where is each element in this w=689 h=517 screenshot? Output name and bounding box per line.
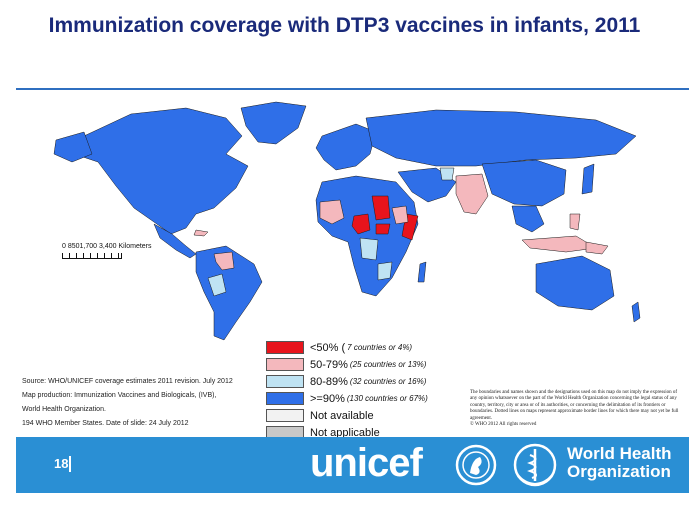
legend-label: Not applicable <box>310 426 380 439</box>
source-line: Map production: Immunization Vaccines an… <box>22 392 217 399</box>
alaska <box>53 131 93 163</box>
madagascar <box>417 261 427 283</box>
scalebar-ticks <box>62 253 122 259</box>
legend-swatch <box>266 375 304 388</box>
map-legend: <50% ( 7 countries or 4%) 50-79% (25 cou… <box>266 339 476 441</box>
scalebar-label: 0 8501,700 3,400 Kilometers <box>62 243 152 250</box>
legend-note: (130 countries or 67%) <box>346 394 428 403</box>
source-note: Source: WHO/UNICEF coverage estimates 20… <box>22 375 272 431</box>
indonesia <box>521 235 597 253</box>
legend-item-lt50: <50% ( 7 countries or 4%) <box>266 339 476 356</box>
who-logo-text: World Health Organization <box>567 445 672 481</box>
africa-red-chad <box>371 195 391 221</box>
philippines <box>569 213 581 231</box>
south-america <box>195 245 263 341</box>
who-emblem-icon <box>513 443 557 487</box>
china <box>481 159 567 207</box>
legend-note: 7 countries or 4%) <box>347 343 413 352</box>
unicef-logo-text: unicef <box>310 441 423 485</box>
world-map-svg <box>53 101 641 341</box>
legend-swatch <box>266 409 304 422</box>
japan <box>581 163 595 195</box>
afghanistan <box>439 167 455 181</box>
europe <box>315 123 377 171</box>
africa-pink-east <box>391 205 409 225</box>
source-line: Source: WHO/UNICEF coverage estimates 20… <box>22 378 233 385</box>
page-number: 18 <box>54 456 69 471</box>
papua <box>585 241 609 255</box>
new-zealand <box>631 301 641 323</box>
world-map <box>36 96 669 344</box>
south-america-light <box>207 273 227 297</box>
north-asia <box>365 109 637 167</box>
legend-note: (25 countries or 13%) <box>349 360 427 369</box>
legend-label: 80-89% <box>310 375 348 388</box>
africa-red-nigeria <box>351 213 371 235</box>
unicef-emblem-icon <box>455 444 497 486</box>
page-number-divider <box>69 456 71 472</box>
footer-band: 18 unicef World Health Organization <box>16 437 689 493</box>
who-line-2: Organization <box>567 462 671 481</box>
central-america <box>153 223 197 259</box>
legend-item-gte90: >=90% (130 countries or 67%) <box>266 390 476 407</box>
legend-item-not-available: Not available <box>266 407 476 424</box>
north-america <box>79 107 249 235</box>
source-line: 194 WHO Member States. Date of slide: 24… <box>22 420 189 427</box>
legend-item-80-89: 80-89% (32 countries or 16%) <box>266 373 476 390</box>
africa-light-south <box>377 261 393 281</box>
caribbean <box>193 229 209 237</box>
legend-label: 50-79% <box>310 358 348 371</box>
africa-light-central <box>359 237 379 261</box>
slide-title: Immunization coverage with DTP3 vaccines… <box>48 14 641 37</box>
australia <box>535 255 615 311</box>
legend-label: >=90% <box>310 392 345 405</box>
map-disclaimer: The boundaries and names shown and the d… <box>470 390 680 428</box>
southeast-asia <box>511 205 545 233</box>
legend-label: <50% ( <box>310 341 346 354</box>
south-asia-pink <box>455 173 489 215</box>
africa-red-car <box>375 223 391 235</box>
legend-note: (32 countries or 16%) <box>349 377 427 386</box>
source-line: World Health Organization. <box>22 406 106 413</box>
legend-swatch <box>266 341 304 354</box>
greenland <box>240 101 307 145</box>
title-divider <box>16 88 689 90</box>
legend-item-50-79: 50-79% (25 countries or 13%) <box>266 356 476 373</box>
legend-swatch <box>266 392 304 405</box>
who-line-1: World Health <box>567 444 672 463</box>
map-scalebar: 0 8501,700 3,400 Kilometers <box>62 243 172 273</box>
disclaimer-copyright: © WHO 2012 All rights reserved <box>470 422 537 428</box>
legend-swatch <box>266 358 304 371</box>
south-america-pink <box>213 251 235 271</box>
legend-label: Not available <box>310 409 374 422</box>
disclaimer-text: The boundaries and names shown and the d… <box>470 390 679 421</box>
africa-pink-west <box>319 199 345 225</box>
